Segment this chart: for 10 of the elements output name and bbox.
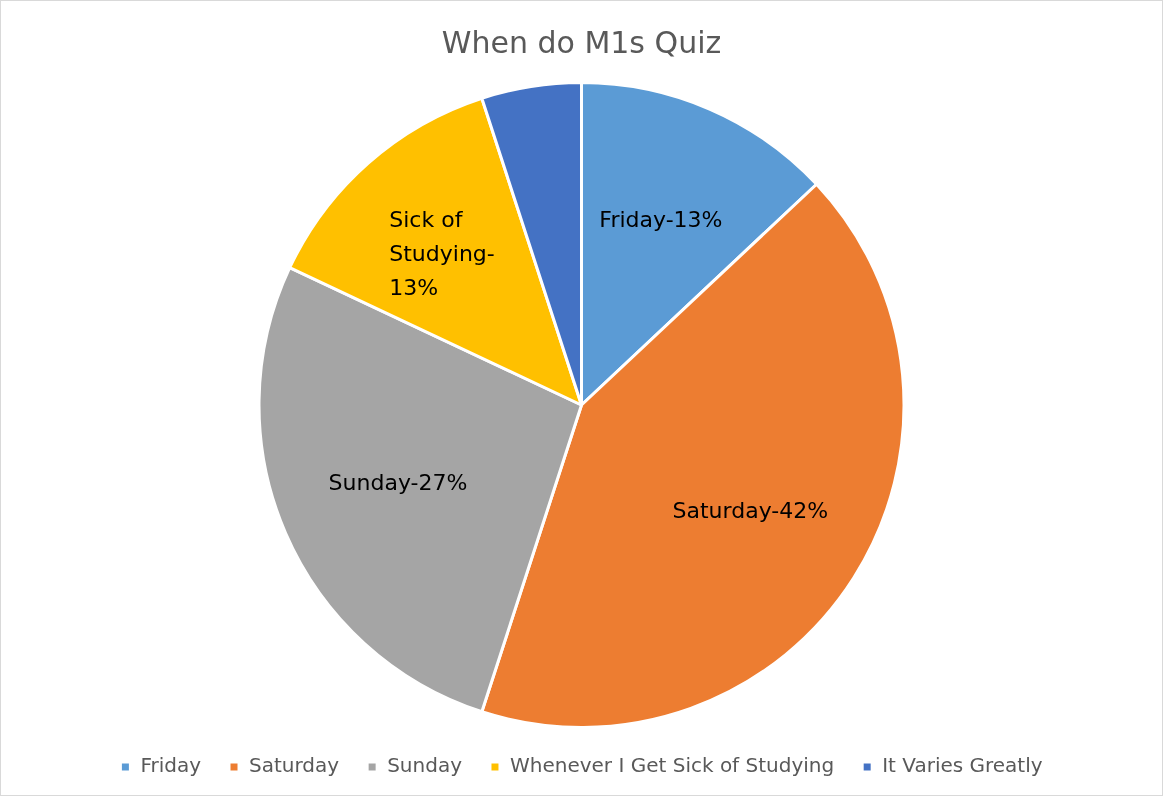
legend-label: Sunday <box>387 753 463 778</box>
data-label: Saturday-42% <box>672 497 829 523</box>
legend-label: Whenever I Get Sick of Studying <box>509 753 835 778</box>
legend-label: Saturday <box>249 753 340 778</box>
legend-label: Friday <box>140 753 202 778</box>
data-label: Sick of Studying-13% <box>389 206 495 300</box>
chart-title: When do M1s Quiz <box>441 24 722 60</box>
legend-label: It Varies Greatly <box>882 753 1043 778</box>
data-label: Friday-13% <box>599 207 723 233</box>
data-label: Sunday-27% <box>328 470 468 496</box>
